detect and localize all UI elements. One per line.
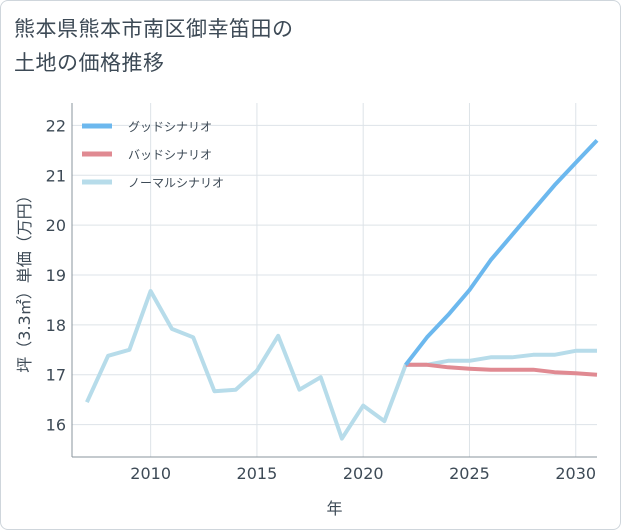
y-tick-label: 16 (46, 416, 66, 435)
x-tick-label: 2020 (343, 464, 384, 483)
chart-title: 熊本県熊本市南区御幸笛田の 土地の価格推移 (14, 12, 294, 80)
y-tick-label: 19 (46, 266, 66, 285)
plot-area (72, 103, 597, 457)
x-tick-label: 2015 (237, 464, 278, 483)
legend-label-1: バッドシナリオ (128, 148, 212, 162)
series-layer (85, 139, 599, 441)
tick-labels: 2010 2015 2020 2025 2030 16 17 18 19 20 21 22 (46, 116, 596, 483)
series-line-2 (85, 289, 597, 441)
legend-label-0: グッドシナリオ (128, 120, 212, 134)
axes (71, 103, 597, 458)
x-axis-label: 年 (326, 499, 342, 518)
x-tick-label: 2010 (130, 464, 171, 483)
y-tick-label: 17 (46, 366, 66, 385)
y-axis-label: 坪（3.3㎡）単価（万円） (15, 187, 34, 372)
legend-label-2: ノーマルシナリオ (128, 176, 224, 190)
series-line-1 (405, 362, 598, 377)
title-line-1: 熊本県熊本市南区御幸笛田の (14, 17, 294, 41)
title-line-2: 土地の価格推移 (14, 51, 165, 75)
grid (72, 103, 597, 457)
series-line-0 (404, 139, 599, 367)
y-tick-label: 18 (46, 316, 66, 335)
y-tick-label: 20 (46, 216, 66, 235)
x-tick-label: 2025 (449, 464, 490, 483)
y-tick-label: 21 (46, 166, 66, 185)
x-tick-label: 2030 (555, 464, 596, 483)
y-tick-label: 22 (46, 116, 66, 135)
